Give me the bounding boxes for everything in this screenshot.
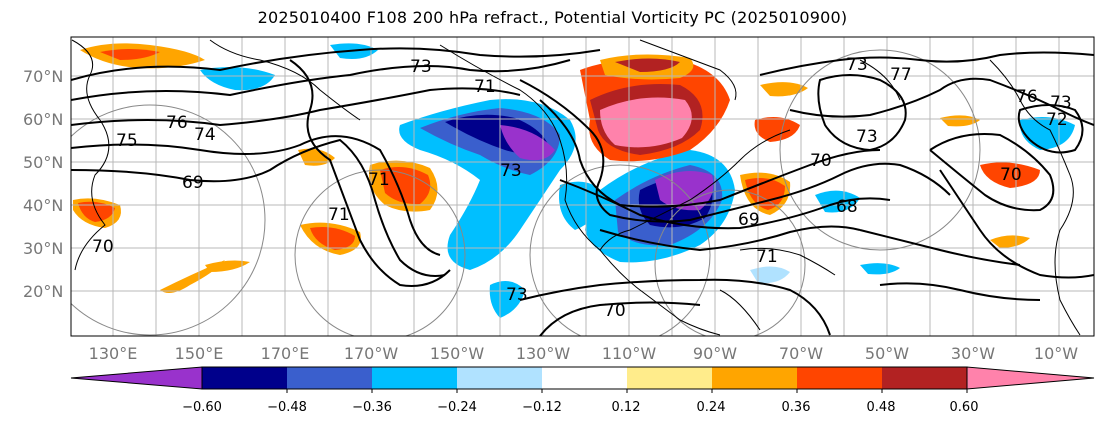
colorbar-extend-high bbox=[966, 366, 1095, 390]
lon-label: 110°W bbox=[601, 344, 657, 363]
colorbar-tick-label: 0.24 bbox=[696, 400, 726, 415]
lat-label: 60°N bbox=[23, 110, 64, 129]
lat-label: 70°N bbox=[23, 67, 64, 86]
lat-label: 40°N bbox=[23, 196, 64, 215]
contour-labels: 73 71 75 76 74 69 70 71 71 73 73 70 68 6… bbox=[92, 55, 1072, 321]
contour-label: 75 bbox=[116, 131, 138, 151]
colorbar-segment bbox=[627, 367, 712, 389]
lat-label: 20°N bbox=[23, 282, 64, 301]
contour-label: 69 bbox=[182, 173, 204, 193]
contour-label: 73 bbox=[846, 55, 868, 75]
contour-label: 68 bbox=[836, 197, 858, 217]
colorbar-segment bbox=[372, 367, 457, 389]
range-circles bbox=[71, 49, 981, 336]
colorbar-tick-label: −0.48 bbox=[267, 400, 307, 415]
contour-label: 71 bbox=[328, 205, 350, 225]
contour-label: 73 bbox=[1050, 93, 1072, 113]
lon-label: 150°E bbox=[174, 344, 224, 363]
contour-label: 70 bbox=[1000, 165, 1022, 185]
lon-label: 130°W bbox=[515, 344, 571, 363]
lon-label: 150°W bbox=[429, 344, 485, 363]
colorbar-segment bbox=[882, 367, 967, 389]
contour-label: 70 bbox=[810, 151, 832, 171]
contour-label: 73 bbox=[500, 161, 522, 181]
map-panel bbox=[71, 37, 1094, 336]
colorbar-tick-label: 0.36 bbox=[781, 400, 811, 415]
lat-label: 50°N bbox=[23, 153, 64, 172]
colorbar-segment bbox=[202, 367, 287, 389]
colorbar-segment bbox=[797, 367, 882, 389]
coastlines bbox=[71, 39, 1081, 336]
contour-label: 76 bbox=[1016, 87, 1038, 107]
contour-label: 73 bbox=[506, 285, 528, 305]
colorbar-extend-low bbox=[70, 366, 203, 390]
map-frame bbox=[70, 36, 1095, 337]
colorbar-tick-label: −0.60 bbox=[182, 400, 222, 415]
lon-label: 50°W bbox=[864, 344, 910, 363]
contour-label: 72 bbox=[1046, 110, 1068, 130]
lon-label: 10°W bbox=[1033, 344, 1079, 363]
contour-label: 74 bbox=[194, 125, 216, 145]
colorbar-segment bbox=[712, 367, 797, 389]
colorbar-segment bbox=[287, 367, 372, 389]
contour-label: 71 bbox=[474, 77, 496, 97]
lon-label: 90°W bbox=[692, 344, 738, 363]
contour-label: 77 bbox=[890, 65, 912, 85]
contour-label: 69 bbox=[738, 210, 760, 230]
colorbar-tick-label: −0.12 bbox=[522, 400, 562, 415]
lon-label: 130°E bbox=[88, 344, 138, 363]
lon-label: 70°W bbox=[778, 344, 824, 363]
colorbar-tick-label: −0.24 bbox=[437, 400, 477, 415]
contour-label: 71 bbox=[756, 247, 778, 267]
height-contours bbox=[71, 47, 1094, 336]
lat-label: 30°N bbox=[23, 239, 64, 258]
colorbar-tick-label: −0.36 bbox=[352, 400, 392, 415]
lon-label: 30°W bbox=[950, 344, 996, 363]
contour-label: 73 bbox=[856, 127, 878, 147]
lon-label: 170°E bbox=[260, 344, 310, 363]
colorbar-segment bbox=[542, 367, 627, 389]
contour-label: 70 bbox=[604, 301, 626, 321]
contour-label: 76 bbox=[166, 113, 188, 133]
colorbar-tick-label: 0.48 bbox=[866, 400, 896, 415]
colorbar-frame bbox=[201, 366, 968, 390]
graticule bbox=[71, 37, 1094, 336]
lon-label: 170°W bbox=[343, 344, 399, 363]
map-title: 2025010400 F108 200 hPa refract., Potent… bbox=[257, 8, 848, 27]
colorbar-tick-label: 0.60 bbox=[949, 400, 979, 415]
colorbar-segment bbox=[457, 367, 542, 389]
contour-label: 73 bbox=[410, 57, 432, 77]
colorbar-tick-label: 0.12 bbox=[611, 400, 641, 415]
contour-label: 71 bbox=[368, 170, 390, 190]
colorbar bbox=[70, 366, 1095, 393]
contour-label: 70 bbox=[92, 237, 114, 257]
